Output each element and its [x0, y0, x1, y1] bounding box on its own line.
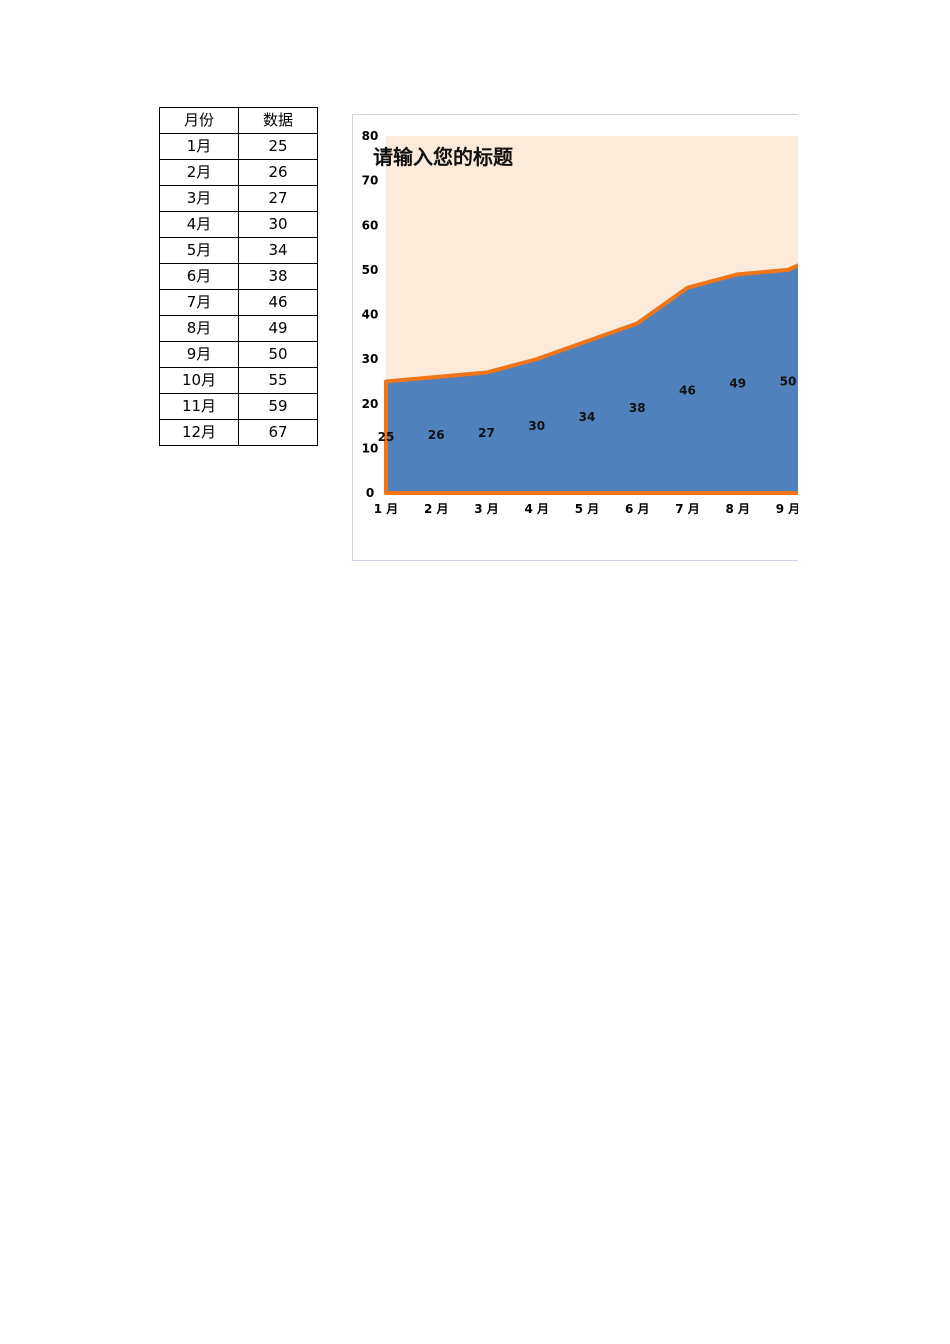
chart-title: 请输入您的标题 [373, 145, 513, 169]
y-tick-label: 10 [362, 441, 379, 455]
table-row: 10月 55 [159, 367, 318, 394]
x-tick-label: 8 月 [725, 502, 750, 516]
data-label: 26 [428, 428, 445, 442]
chart-svg: 0 10 20 30 40 50 60 70 80 1 月 2 月 3 月 4 月 5 月 6 月 7 月 8 … [362, 129, 798, 516]
value-cell: 46 [238, 289, 318, 316]
month-cell: 1月 [159, 133, 239, 160]
value-cell: 55 [238, 367, 318, 394]
table-row: 3月 27 [159, 185, 318, 212]
month-cell: 11月 [159, 393, 239, 420]
y-tick-label: 0 [366, 486, 374, 500]
y-tick-label: 50 [362, 263, 379, 277]
x-tick-label: 7 月 [675, 502, 700, 516]
data-label: 25 [378, 430, 395, 444]
month-cell: 3月 [159, 185, 239, 212]
x-tick-label: 2 月 [424, 502, 449, 516]
table-header-row: 月份 数据 [159, 107, 318, 134]
month-cell: 10月 [159, 367, 239, 394]
x-tick-label: 5 月 [575, 502, 600, 516]
x-tick-label: 6 月 [625, 502, 650, 516]
data-label: 49 [729, 377, 746, 391]
y-tick-label: 30 [362, 352, 379, 366]
table-row: 2月 26 [159, 159, 318, 186]
y-tick-label: 40 [362, 308, 379, 322]
table-row: 4月 30 [159, 211, 318, 238]
value-cell: 26 [238, 159, 318, 186]
month-cell: 8月 [159, 315, 239, 342]
month-cell: 6月 [159, 263, 239, 290]
data-label: 30 [528, 419, 545, 433]
table-row: 5月 34 [159, 237, 318, 264]
value-cell: 67 [238, 419, 318, 446]
data-table: 月份 数据 1月 25 2月 26 3月 27 4月 30 5月 34 6月 38 7月 46 8月 49 9月… [159, 107, 318, 446]
area-series [384, 263, 798, 495]
table-row: 11月 59 [159, 393, 318, 420]
month-cell: 5月 [159, 237, 239, 264]
y-tick-label: 70 [362, 174, 379, 188]
data-label: 34 [579, 410, 596, 424]
table-row: 9月 50 [159, 341, 318, 368]
data-label: 46 [679, 383, 696, 397]
data-label: 38 [629, 401, 646, 415]
month-cell: 7月 [159, 289, 239, 316]
header-month: 月份 [159, 107, 239, 134]
value-cell: 38 [238, 263, 318, 290]
table-row: 6月 38 [159, 263, 318, 290]
table-row: 12月 67 [159, 419, 318, 446]
data-label: 27 [478, 426, 495, 440]
x-tick-label: 3 月 [474, 502, 499, 516]
month-cell: 2月 [159, 159, 239, 186]
y-tick-label: 20 [362, 397, 379, 411]
month-cell: 4月 [159, 211, 239, 238]
value-cell: 30 [238, 211, 318, 238]
x-tick-label: 9 月 [776, 502, 798, 516]
value-cell: 25 [238, 133, 318, 160]
area-chart: 0 10 20 30 40 50 60 70 80 1 月 2 月 3 月 4 月 5 月 6 月 7 月 8 … [352, 114, 798, 561]
value-cell: 34 [238, 237, 318, 264]
month-cell: 9月 [159, 341, 239, 368]
value-cell: 27 [238, 185, 318, 212]
header-data: 数据 [238, 107, 318, 134]
table-row: 7月 46 [159, 289, 318, 316]
x-tick-label: 4 月 [524, 502, 549, 516]
x-tick-label: 1 月 [374, 502, 399, 516]
value-cell: 49 [238, 315, 318, 342]
value-cell: 59 [238, 393, 318, 420]
value-cell: 50 [238, 341, 318, 368]
y-tick-label: 60 [362, 218, 379, 232]
table-row: 8月 49 [159, 315, 318, 342]
data-label: 50 [780, 374, 797, 388]
y-tick-label: 80 [362, 129, 379, 143]
month-cell: 12月 [159, 419, 239, 446]
table-row: 1月 25 [159, 133, 318, 160]
